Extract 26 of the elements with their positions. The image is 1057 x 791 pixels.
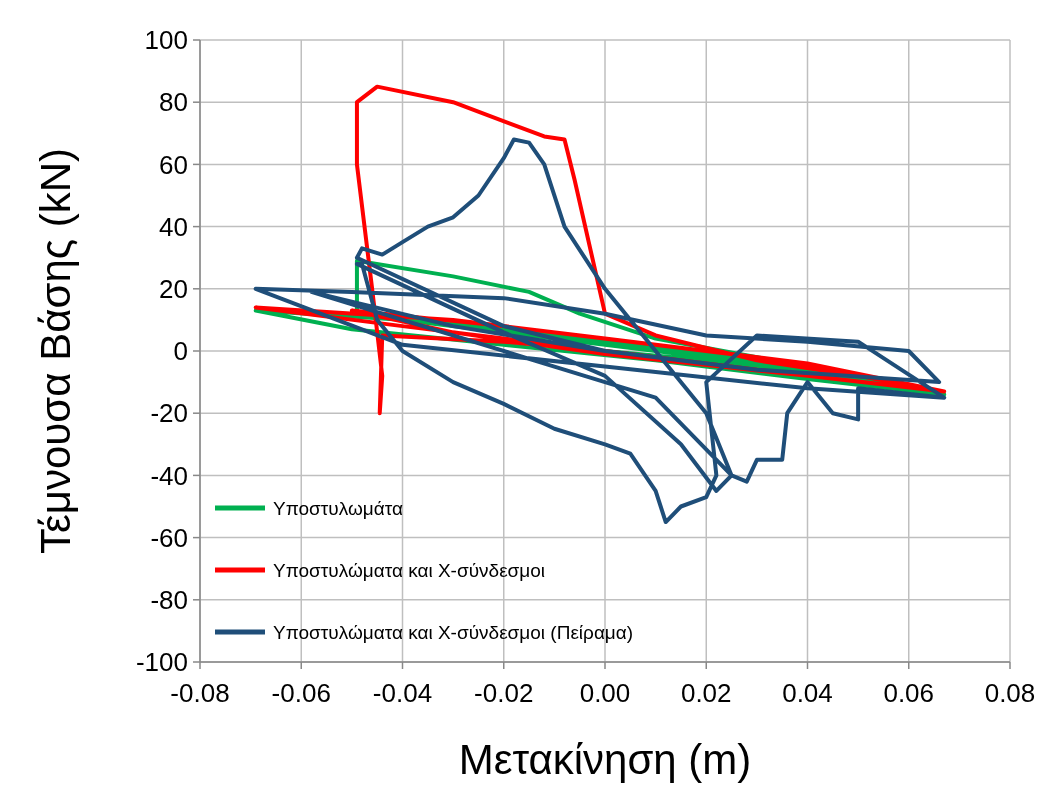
y-tick-label: 60 xyxy=(159,149,188,180)
legend-label: Υποστυλώματα και Χ-σύνδεσμοι xyxy=(273,559,546,581)
y-tick-label: -80 xyxy=(150,584,188,615)
x-tick-label: 0.06 xyxy=(883,678,935,708)
y-tick-label: 100 xyxy=(144,25,188,56)
x-axis-title: Μετακίνηση (m) xyxy=(458,736,752,783)
legend-label: Υποστυλωμάτα xyxy=(273,497,403,519)
y-tick-label: -20 xyxy=(150,398,188,429)
x-tick-label: -0.02 xyxy=(474,678,534,708)
legend-label: Υποστυλώματα και Χ-σύνδεσμοι (Πείραμα) xyxy=(273,621,634,643)
y-tick-label: 0 xyxy=(173,336,188,367)
x-tick-label: 0.00 xyxy=(579,678,631,708)
x-tick-label: 0.02 xyxy=(680,678,732,708)
x-tick-label: -0.06 xyxy=(271,678,331,708)
y-axis-title: Τέμνουσα Βάσης (kN) xyxy=(32,148,79,554)
x-tick-label: 0.04 xyxy=(782,678,833,708)
line-series xyxy=(253,137,947,525)
y-tick-label: 40 xyxy=(159,211,188,242)
y-tick-label: -100 xyxy=(135,647,188,678)
y-tick-label: 80 xyxy=(159,87,188,118)
y-tick-label: -60 xyxy=(150,522,188,553)
y-tick-label: -40 xyxy=(150,460,188,491)
y-tick-label: 20 xyxy=(159,273,188,304)
x-tick-label: -0.08 xyxy=(170,678,230,708)
x-tick-label: -0.04 xyxy=(372,678,433,708)
x-tick-label: 0.08 xyxy=(984,678,1036,708)
